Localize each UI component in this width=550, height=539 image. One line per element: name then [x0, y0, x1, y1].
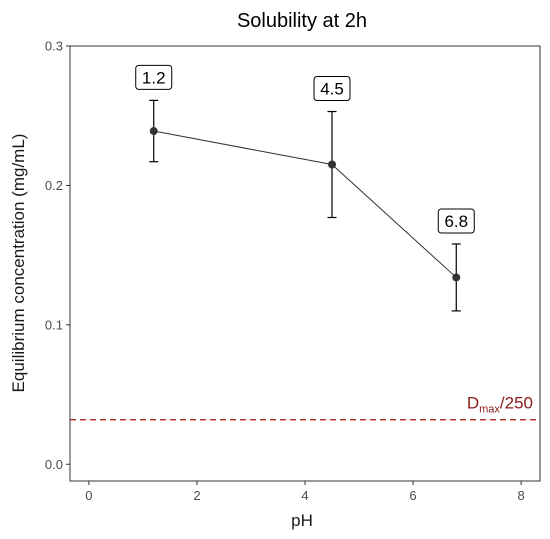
data-point — [452, 273, 461, 282]
x-tick-label: 2 — [193, 488, 200, 503]
point-label: 6.8 — [444, 212, 468, 231]
y-tick-label: 0.3 — [45, 39, 63, 54]
x-tick-label: 6 — [409, 488, 416, 503]
x-axis: 0 2 4 6 8 — [85, 481, 525, 503]
chart-title: Solubility at 2h — [237, 10, 367, 32]
x-tick-label: 4 — [301, 488, 308, 503]
reference-line-group: Dmax/250 — [70, 394, 540, 421]
point-label: 1.2 — [142, 68, 166, 87]
point-label-box — [313, 76, 351, 102]
y-tick-label: 0.0 — [45, 457, 63, 472]
x-axis-title: pH — [291, 511, 313, 530]
series-group — [149, 99, 461, 312]
point-label-group: 1.2 4.5 6.8 — [135, 64, 475, 234]
plot-panel — [69, 45, 541, 482]
y-axis-title: Equilibrium concentration (mg/mL) — [9, 134, 28, 393]
data-point — [149, 127, 158, 136]
point-label-box — [135, 64, 173, 90]
point-label: 4.5 — [320, 80, 344, 99]
data-point — [328, 160, 337, 169]
y-tick-label: 0.2 — [45, 178, 63, 193]
y-axis: 0.0 0.1 0.2 0.3 — [45, 39, 70, 472]
reference-line-label: Dmax/250 — [467, 394, 533, 416]
x-tick-label: 8 — [517, 488, 524, 503]
y-tick-label: 0.1 — [45, 317, 63, 332]
x-tick-label: 0 — [85, 488, 92, 503]
point-label-box — [437, 208, 475, 234]
